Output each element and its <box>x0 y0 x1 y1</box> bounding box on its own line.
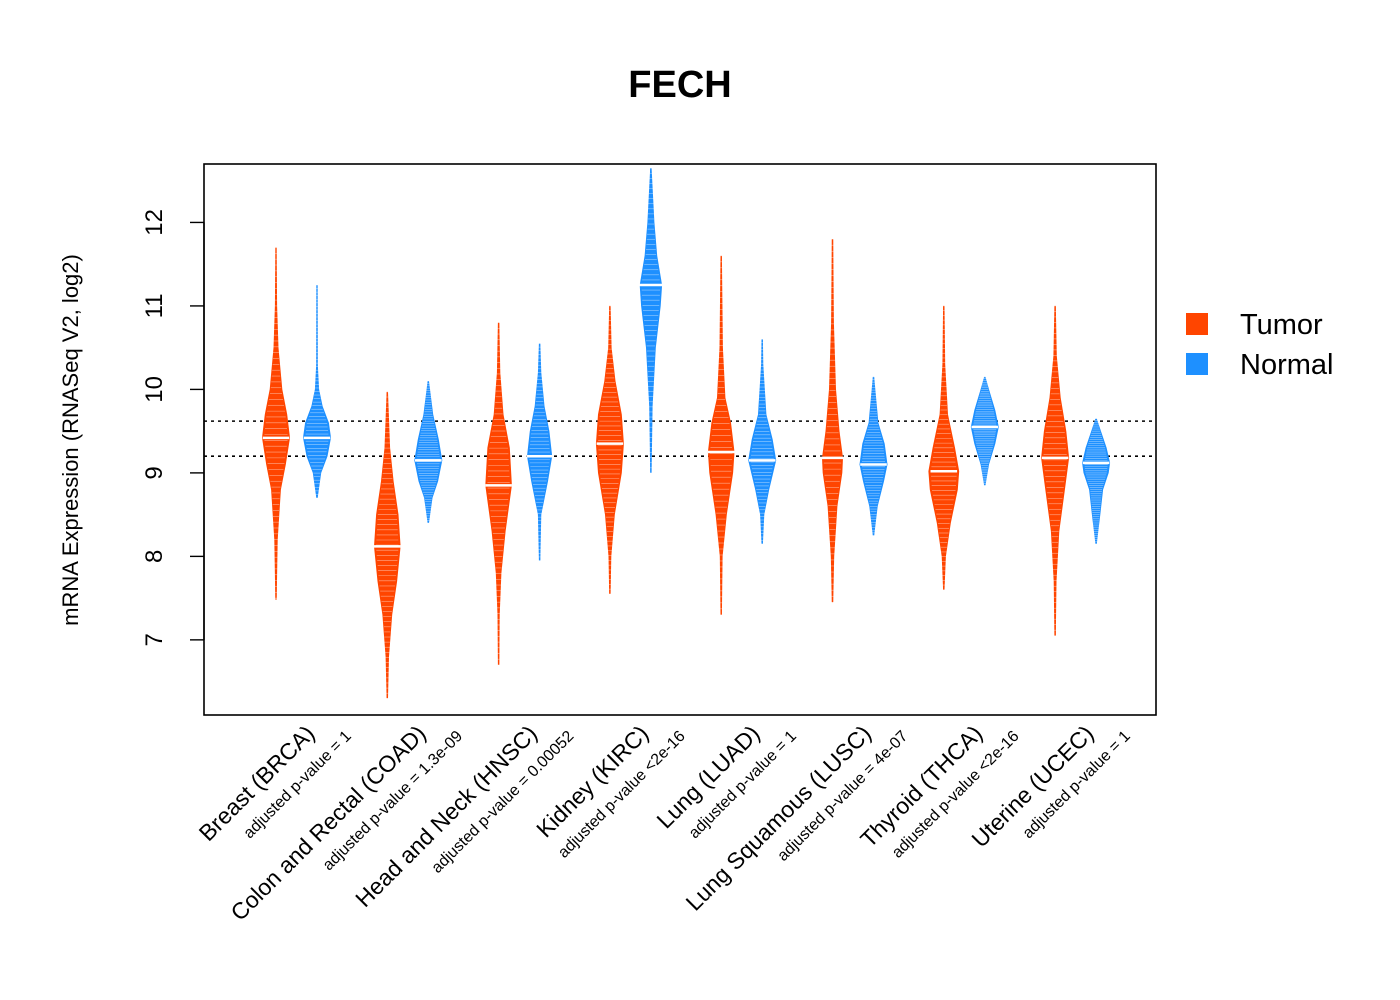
reference-lines <box>204 420 1156 457</box>
y-tick-label: 12 <box>141 209 168 236</box>
normal-bean <box>526 343 553 561</box>
normal-bean <box>1082 418 1111 545</box>
legend-swatch-normal <box>1186 353 1208 375</box>
normal-bean <box>970 376 999 486</box>
plot-frame <box>203 163 1157 716</box>
legend-label-normal: Normal <box>1240 349 1333 381</box>
normal-bean <box>414 380 443 524</box>
chart-title: FECH <box>628 64 731 106</box>
legend-label-tumor: Tumor <box>1240 309 1323 341</box>
tumor-bean <box>595 305 624 595</box>
y-tick-label: 10 <box>141 376 168 403</box>
tumor-bean <box>1041 305 1070 636</box>
tumor-bean <box>485 322 512 666</box>
legend: Tumor Normal <box>1186 309 1333 381</box>
tumor-bean <box>928 305 960 591</box>
y-tick-label: 9 <box>141 466 168 479</box>
tumor-bean <box>262 247 290 600</box>
y-tick-label: 11 <box>141 293 168 318</box>
tumor-bean <box>374 391 401 699</box>
normal-bean <box>637 167 665 474</box>
normal-bean <box>859 376 888 536</box>
tumor-bean <box>819 238 846 603</box>
y-tick-label: 7 <box>141 633 168 646</box>
y-tick-label: 8 <box>141 550 168 563</box>
y-axis: 7 8 9 10 11 12 <box>141 209 205 647</box>
beans <box>262 167 1111 699</box>
normal-bean <box>303 284 331 499</box>
legend-swatch-tumor <box>1186 313 1208 335</box>
tumor-bean <box>707 255 735 616</box>
y-axis-label: mRNA Expression (RNASeq V2, log2) <box>58 254 83 626</box>
normal-bean <box>748 339 777 545</box>
